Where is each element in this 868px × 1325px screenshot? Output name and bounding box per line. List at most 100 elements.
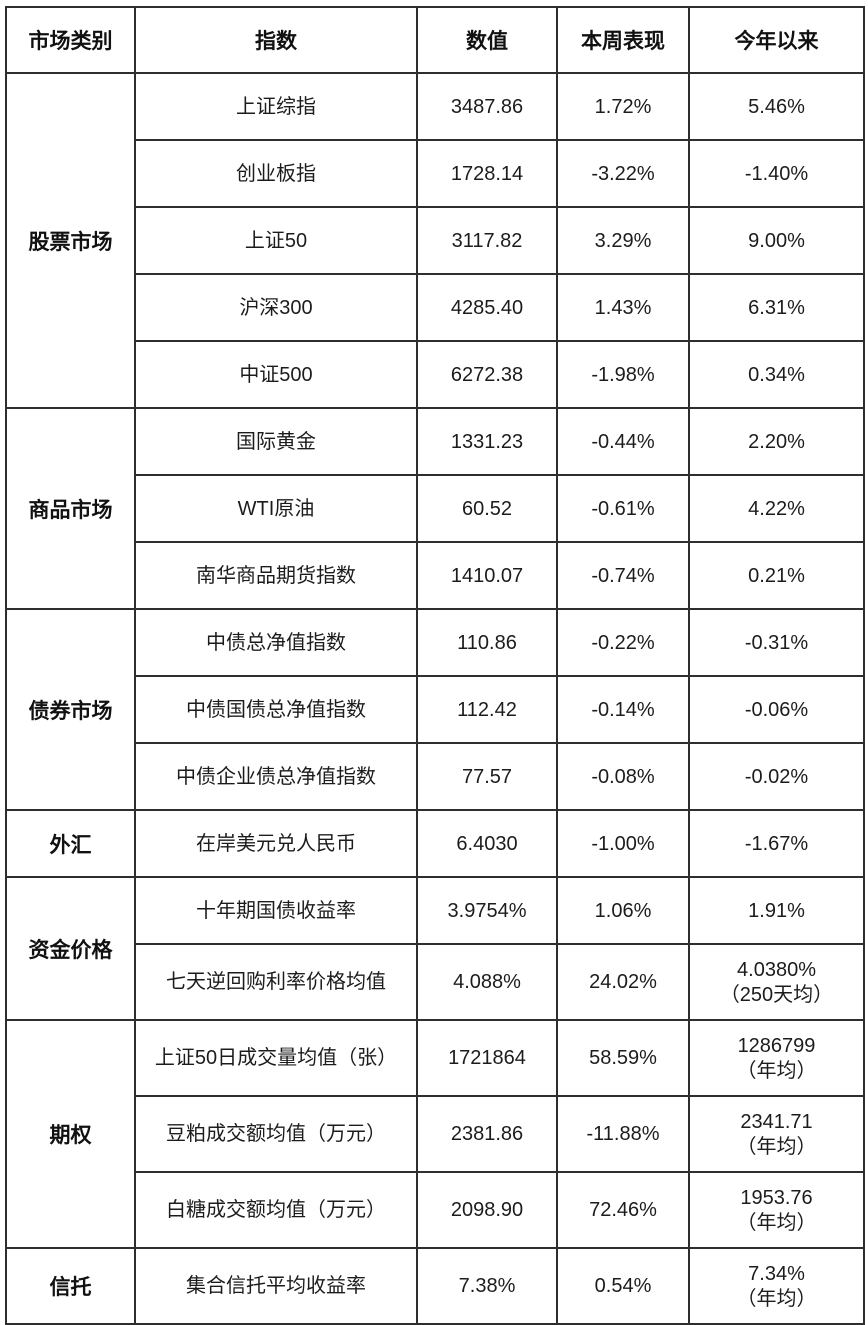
year-to-date-cell: -0.06% <box>688 675 865 744</box>
column-header-week-performance: 本周表现 <box>556 6 690 74</box>
value-cell: 6272.38 <box>416 340 558 409</box>
year-to-date-cell: -1.67% <box>688 809 865 878</box>
index-name-cell: 中证500 <box>134 340 418 409</box>
value-cell: 60.52 <box>416 474 558 543</box>
week-performance-cell: -0.61% <box>556 474 690 543</box>
table-body: 股票市场 上证综指 3487.86 1.72% 5.46% 创业板指 1728.14 -3.2… <box>5 72 865 1325</box>
week-performance-cell: -0.74% <box>556 541 690 610</box>
category-cell: 债券市场 <box>5 608 136 811</box>
value-cell: 2098.90 <box>416 1171 558 1249</box>
year-to-date-note: （年均） <box>736 1060 817 1082</box>
table-row: 白糖成交额均值（万元） 2098.90 72.46% 1953.76 （年均） <box>6 1171 865 1249</box>
year-to-date-cell: 1286799 （年均） <box>688 1019 865 1097</box>
year-to-date-cell: -0.31% <box>688 608 865 677</box>
year-to-date-cell: 0.34% <box>688 340 865 409</box>
index-name-cell: 中债总净值指数 <box>134 608 418 677</box>
value-cell: 2381.86 <box>416 1095 558 1173</box>
category-cell: 信托 <box>5 1247 136 1325</box>
index-name-cell: WTI原油 <box>134 474 418 543</box>
category-cell: 外汇 <box>5 809 136 878</box>
index-name-cell: 国际黄金 <box>134 407 418 476</box>
table-row: 沪深300 4285.40 1.43% 6.31% <box>6 273 865 342</box>
year-to-date-note: （年均） <box>736 1212 817 1234</box>
week-performance-cell: 1.72% <box>556 72 690 141</box>
year-to-date-cell: 7.34% （年均） <box>688 1247 865 1325</box>
value-cell: 1728.14 <box>416 139 558 208</box>
table-row: 信托 集合信托平均收益率 7.38% 0.54% 7.34% （年均） <box>5 1247 865 1325</box>
year-to-date-cell: 4.22% <box>688 474 865 543</box>
year-to-date-note: （250天均） <box>719 984 834 1006</box>
column-header-year-to-date: 今年以来 <box>688 6 865 74</box>
table-row: 上证50 3117.82 3.29% 9.00% <box>6 206 865 275</box>
week-performance-cell: 24.02% <box>556 943 690 1021</box>
year-to-date-cell: 2341.71 （年均） <box>688 1095 865 1173</box>
index-name-cell: 上证综指 <box>134 72 418 141</box>
value-cell: 7.38% <box>416 1247 558 1325</box>
index-name-cell: 白糖成交额均值（万元） <box>134 1171 418 1249</box>
year-to-date-note: （年均） <box>736 1288 817 1310</box>
category-cell: 股票市场 <box>5 72 136 409</box>
year-to-date-cell: 4.0380% （250天均） <box>688 943 865 1021</box>
week-performance-cell: -3.22% <box>556 139 690 208</box>
index-name-cell: 十年期国债收益率 <box>134 876 418 945</box>
index-name-cell: 七天逆回购利率价格均值 <box>134 943 418 1021</box>
week-performance-cell: -1.98% <box>556 340 690 409</box>
index-name-cell: 集合信托平均收益率 <box>134 1247 418 1325</box>
year-to-date-cell: -1.40% <box>688 139 865 208</box>
market-summary-table: 市场类别 指数 数值 本周表现 今年以来 股票市场 上证综指 3487.86 1.72… <box>5 6 865 1325</box>
table-row: 债券市场 中债总净值指数 110.86 -0.22% -0.31% <box>5 608 865 811</box>
value-cell: 1410.07 <box>416 541 558 610</box>
table-row: 中债国债总净值指数 112.42 -0.14% -0.06% <box>6 675 865 744</box>
table-row: 中证500 6272.38 -1.98% 0.34% <box>6 340 865 409</box>
value-cell: 112.42 <box>416 675 558 744</box>
year-to-date-cell: 5.46% <box>688 72 865 141</box>
column-header-value: 数值 <box>416 6 558 74</box>
value-cell: 4.088% <box>416 943 558 1021</box>
week-performance-cell: 58.59% <box>556 1019 690 1097</box>
table-row: 七天逆回购利率价格均值 4.088% 24.02% 4.0380% （250天均） <box>6 943 865 1021</box>
value-cell: 1721864 <box>416 1019 558 1097</box>
index-name-cell: 在岸美元兑人民币 <box>134 809 418 878</box>
year-to-date-cell: 2.20% <box>688 407 865 476</box>
table-row: 豆粕成交额均值（万元） 2381.86 -11.88% 2341.71 （年均） <box>6 1095 865 1173</box>
value-cell: 3.9754% <box>416 876 558 945</box>
week-performance-cell: 0.54% <box>556 1247 690 1325</box>
table-row: 创业板指 1728.14 -3.22% -1.40% <box>6 139 865 208</box>
year-to-date-cell: 0.21% <box>688 541 865 610</box>
week-performance-cell: 1.43% <box>556 273 690 342</box>
year-to-date-cell: 1953.76 （年均） <box>688 1171 865 1249</box>
table-row: WTI原油 60.52 -0.61% 4.22% <box>6 474 865 543</box>
column-header-index: 指数 <box>134 6 418 74</box>
index-name-cell: 中债企业债总净值指数 <box>134 742 418 811</box>
index-name-cell: 沪深300 <box>134 273 418 342</box>
year-to-date-cell: -0.02% <box>688 742 865 811</box>
table-row: 商品市场 国际黄金 1331.23 -0.44% 2.20% <box>5 407 865 610</box>
index-name-cell: 豆粕成交额均值（万元） <box>134 1095 418 1173</box>
index-name-cell: 上证50日成交量均值（张） <box>134 1019 418 1097</box>
week-performance-cell: -0.44% <box>556 407 690 476</box>
table-header-row: 市场类别 指数 数值 本周表现 今年以来 <box>5 6 865 74</box>
index-name-cell: 南华商品期货指数 <box>134 541 418 610</box>
week-performance-cell: -1.00% <box>556 809 690 878</box>
week-performance-cell: 1.06% <box>556 876 690 945</box>
week-performance-cell: -0.22% <box>556 608 690 677</box>
category-cell: 期权 <box>5 1019 136 1249</box>
index-name-cell: 上证50 <box>134 206 418 275</box>
value-cell: 77.57 <box>416 742 558 811</box>
table-row: 股票市场 上证综指 3487.86 1.72% 5.46% <box>5 72 865 409</box>
category-cell: 商品市场 <box>5 407 136 610</box>
value-cell: 3487.86 <box>416 72 558 141</box>
table-row: 南华商品期货指数 1410.07 -0.74% 0.21% <box>6 541 865 610</box>
table-row: 资金价格 十年期国债收益率 3.9754% 1.06% 1.91% <box>5 876 865 1021</box>
week-performance-cell: 3.29% <box>556 206 690 275</box>
week-performance-cell: -0.14% <box>556 675 690 744</box>
value-cell: 4285.40 <box>416 273 558 342</box>
value-cell: 6.4030 <box>416 809 558 878</box>
value-cell: 3117.82 <box>416 206 558 275</box>
value-cell: 1331.23 <box>416 407 558 476</box>
index-name-cell: 创业板指 <box>134 139 418 208</box>
week-performance-cell: 72.46% <box>556 1171 690 1249</box>
column-header-market-category: 市场类别 <box>5 6 136 74</box>
category-cell: 资金价格 <box>5 876 136 1021</box>
